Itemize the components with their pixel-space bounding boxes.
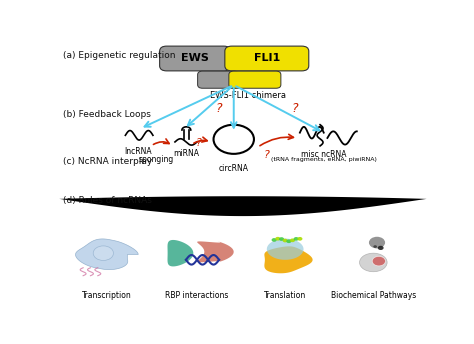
- Circle shape: [279, 237, 284, 241]
- Text: (tRNA fragments, eRNA, piwiRNA): (tRNA fragments, eRNA, piwiRNA): [271, 157, 377, 161]
- Polygon shape: [264, 246, 313, 273]
- Polygon shape: [267, 239, 303, 260]
- Circle shape: [283, 239, 288, 243]
- Text: lncRNA: lncRNA: [124, 147, 152, 156]
- Text: (d) Roles of ncRNAs: (d) Roles of ncRNAs: [63, 196, 152, 205]
- Text: (c) NcRNA interplay: (c) NcRNA interplay: [63, 157, 152, 165]
- Circle shape: [374, 245, 377, 248]
- Text: ?: ?: [264, 150, 270, 160]
- Text: misc ncRNA: misc ncRNA: [301, 150, 346, 159]
- FancyBboxPatch shape: [229, 71, 281, 88]
- Text: Transcription: Transcription: [82, 291, 132, 300]
- Polygon shape: [197, 241, 234, 262]
- FancyBboxPatch shape: [160, 46, 231, 71]
- FancyBboxPatch shape: [198, 71, 238, 88]
- Text: miRNA: miRNA: [173, 149, 199, 158]
- Polygon shape: [59, 196, 427, 216]
- Text: sponging: sponging: [139, 155, 174, 164]
- Polygon shape: [167, 240, 193, 266]
- Circle shape: [275, 237, 281, 240]
- Ellipse shape: [93, 246, 113, 260]
- Text: RBP interactions: RBP interactions: [165, 291, 228, 300]
- Text: ?: ?: [216, 102, 222, 115]
- Polygon shape: [75, 239, 138, 270]
- Text: circRNA: circRNA: [219, 164, 249, 173]
- FancyBboxPatch shape: [225, 46, 309, 71]
- Circle shape: [369, 237, 385, 248]
- Text: ?: ?: [196, 138, 202, 148]
- Circle shape: [378, 246, 383, 250]
- Text: (a) Epigenetic regulation: (a) Epigenetic regulation: [63, 51, 175, 60]
- Text: EWS-FLI1 chimera: EWS-FLI1 chimera: [210, 92, 285, 100]
- Text: ?: ?: [291, 102, 298, 115]
- Text: (b) Feedback Loops: (b) Feedback Loops: [63, 110, 151, 119]
- Text: Biochemical Pathways: Biochemical Pathways: [331, 291, 416, 300]
- Circle shape: [297, 237, 302, 241]
- Circle shape: [290, 238, 295, 242]
- Circle shape: [272, 238, 277, 242]
- Circle shape: [286, 239, 292, 243]
- Text: Translation: Translation: [264, 291, 306, 300]
- Ellipse shape: [360, 253, 387, 272]
- Text: FLI1: FLI1: [254, 54, 280, 64]
- Circle shape: [372, 256, 385, 266]
- Text: EWS: EWS: [181, 54, 209, 64]
- Circle shape: [293, 237, 299, 241]
